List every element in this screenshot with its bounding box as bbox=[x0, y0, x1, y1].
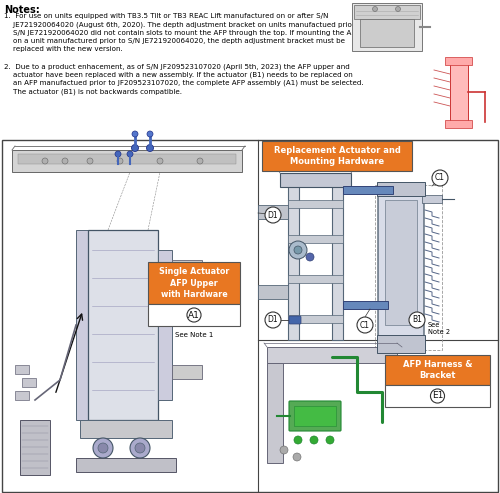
Text: Replacement Actuator and
Mounting Hardware: Replacement Actuator and Mounting Hardwa… bbox=[274, 146, 400, 166]
Circle shape bbox=[357, 317, 373, 333]
Circle shape bbox=[127, 151, 133, 157]
FancyBboxPatch shape bbox=[258, 285, 288, 299]
Circle shape bbox=[146, 144, 154, 151]
FancyBboxPatch shape bbox=[76, 230, 88, 420]
FancyBboxPatch shape bbox=[280, 173, 351, 187]
Circle shape bbox=[294, 246, 302, 254]
Circle shape bbox=[117, 158, 123, 164]
FancyBboxPatch shape bbox=[288, 200, 343, 208]
Text: 2.  Due to a product enhacement, as of S/N JF209523107020 (April 5th, 2023) the : 2. Due to a product enhacement, as of S/… bbox=[4, 63, 364, 95]
FancyBboxPatch shape bbox=[15, 391, 29, 400]
FancyBboxPatch shape bbox=[385, 355, 490, 385]
Text: D1: D1 bbox=[268, 316, 278, 324]
Circle shape bbox=[87, 158, 93, 164]
Circle shape bbox=[157, 158, 163, 164]
FancyBboxPatch shape bbox=[172, 260, 202, 274]
FancyBboxPatch shape bbox=[148, 304, 240, 326]
FancyBboxPatch shape bbox=[76, 458, 176, 472]
Circle shape bbox=[115, 151, 121, 157]
Circle shape bbox=[147, 131, 153, 137]
FancyBboxPatch shape bbox=[422, 195, 442, 203]
FancyBboxPatch shape bbox=[88, 230, 158, 420]
Circle shape bbox=[135, 443, 145, 453]
Text: C1: C1 bbox=[435, 174, 445, 182]
Text: B1: B1 bbox=[412, 316, 422, 324]
Circle shape bbox=[289, 241, 307, 259]
FancyBboxPatch shape bbox=[450, 59, 468, 126]
FancyBboxPatch shape bbox=[294, 406, 336, 426]
FancyBboxPatch shape bbox=[18, 154, 236, 164]
Circle shape bbox=[132, 131, 138, 137]
FancyBboxPatch shape bbox=[385, 385, 490, 407]
Circle shape bbox=[396, 6, 400, 11]
FancyBboxPatch shape bbox=[267, 347, 397, 363]
Circle shape bbox=[294, 436, 302, 444]
FancyBboxPatch shape bbox=[360, 19, 414, 47]
Text: Single Actuator
AFP Upper
with Hardware: Single Actuator AFP Upper with Hardware bbox=[159, 267, 229, 299]
Circle shape bbox=[432, 170, 448, 186]
FancyBboxPatch shape bbox=[288, 185, 299, 340]
Circle shape bbox=[130, 438, 150, 458]
FancyBboxPatch shape bbox=[288, 275, 343, 283]
Circle shape bbox=[62, 158, 68, 164]
FancyBboxPatch shape bbox=[332, 185, 343, 340]
Circle shape bbox=[42, 158, 48, 164]
FancyBboxPatch shape bbox=[445, 120, 472, 128]
FancyBboxPatch shape bbox=[172, 365, 202, 379]
FancyBboxPatch shape bbox=[343, 186, 393, 194]
FancyBboxPatch shape bbox=[20, 420, 50, 475]
FancyBboxPatch shape bbox=[354, 5, 420, 19]
FancyBboxPatch shape bbox=[352, 3, 422, 51]
Text: Notes:: Notes: bbox=[4, 5, 40, 15]
FancyBboxPatch shape bbox=[2, 140, 498, 492]
Circle shape bbox=[187, 308, 201, 322]
FancyBboxPatch shape bbox=[12, 150, 242, 172]
Text: E1: E1 bbox=[432, 391, 443, 400]
FancyBboxPatch shape bbox=[377, 182, 425, 196]
Circle shape bbox=[98, 443, 108, 453]
Circle shape bbox=[197, 158, 203, 164]
FancyBboxPatch shape bbox=[258, 205, 288, 219]
FancyBboxPatch shape bbox=[385, 200, 417, 325]
Circle shape bbox=[280, 446, 288, 454]
Text: D1: D1 bbox=[268, 211, 278, 219]
Circle shape bbox=[409, 312, 425, 328]
FancyBboxPatch shape bbox=[445, 57, 472, 65]
Text: See
Note 2: See Note 2 bbox=[428, 322, 450, 336]
FancyBboxPatch shape bbox=[262, 141, 412, 171]
Text: See Note 1: See Note 1 bbox=[175, 332, 213, 338]
Circle shape bbox=[265, 312, 281, 328]
Circle shape bbox=[430, 389, 444, 403]
FancyBboxPatch shape bbox=[377, 335, 425, 353]
Circle shape bbox=[265, 207, 281, 223]
Circle shape bbox=[310, 436, 318, 444]
Text: AFP Harness &
Bracket: AFP Harness & Bracket bbox=[403, 360, 472, 380]
FancyBboxPatch shape bbox=[288, 315, 343, 323]
FancyBboxPatch shape bbox=[378, 188, 424, 342]
FancyBboxPatch shape bbox=[15, 365, 29, 374]
FancyBboxPatch shape bbox=[148, 262, 240, 304]
Circle shape bbox=[293, 453, 301, 461]
Circle shape bbox=[306, 253, 314, 261]
FancyBboxPatch shape bbox=[22, 378, 36, 387]
FancyBboxPatch shape bbox=[158, 250, 172, 400]
FancyBboxPatch shape bbox=[288, 235, 343, 243]
Circle shape bbox=[326, 436, 334, 444]
FancyBboxPatch shape bbox=[289, 316, 301, 324]
FancyBboxPatch shape bbox=[289, 401, 341, 431]
Text: A1: A1 bbox=[188, 311, 200, 319]
Circle shape bbox=[93, 438, 113, 458]
FancyBboxPatch shape bbox=[343, 301, 388, 309]
Circle shape bbox=[132, 144, 138, 151]
FancyBboxPatch shape bbox=[80, 420, 172, 438]
FancyBboxPatch shape bbox=[267, 363, 283, 463]
Circle shape bbox=[372, 6, 378, 11]
Text: C1: C1 bbox=[360, 320, 370, 329]
Text: 1.  For use on units equipped with TB3.5 Tilt or TB3 REAC Lift manufactured on o: 1. For use on units equipped with TB3.5 … bbox=[4, 13, 364, 51]
